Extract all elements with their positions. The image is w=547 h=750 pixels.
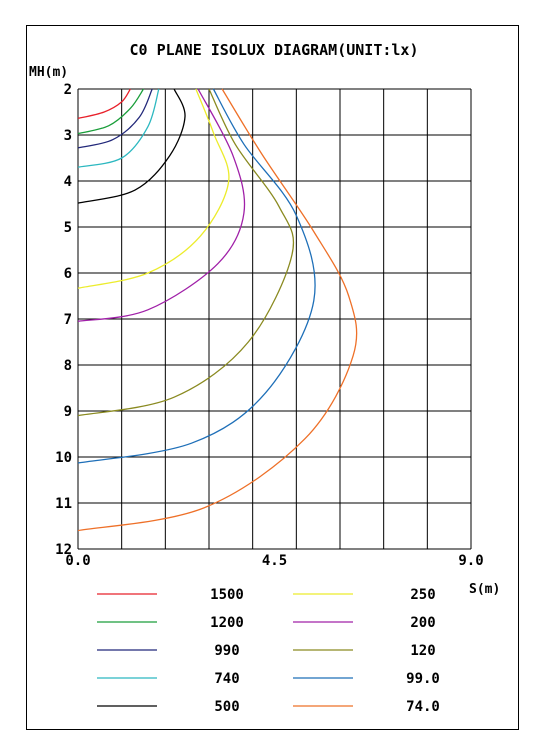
legend-label: 990 [214, 643, 239, 659]
x-tick-label: 9.0 [458, 553, 483, 569]
isolux-curve-500 [77, 88, 186, 204]
legend-item: 120 [293, 643, 436, 659]
legend-item: 740 [97, 671, 240, 687]
y-tick-label: 7 [64, 312, 72, 328]
isolux-curve-74.0 [77, 88, 358, 532]
grid [77, 88, 472, 550]
isolux-curve-120 [77, 88, 295, 417]
isolux-curve-990 [77, 88, 153, 149]
legend-label: 120 [410, 643, 435, 659]
legend-label: 1500 [210, 587, 244, 603]
y-tick-label: 8 [64, 358, 72, 374]
isolux-curve-1500 [77, 88, 131, 120]
isolux-chart: C0 PLANE ISOLUX DIAGRAM(UNIT:lx) MH(m) S… [29, 41, 500, 715]
y-tick-label: 5 [64, 220, 72, 236]
isolux-curve-1200 [77, 88, 145, 135]
chart-title: C0 PLANE ISOLUX DIAGRAM(UNIT:lx) [130, 41, 419, 59]
legend-item: 1500 [97, 587, 244, 603]
legend-label: 1200 [210, 615, 244, 631]
legend-item: 99.0 [293, 671, 440, 687]
x-tick-label: 4.5 [262, 553, 287, 569]
legend-item: 990 [97, 643, 240, 659]
legend: 1500 1200 990 740 500 250 200 120 99.0 74.0 [97, 587, 440, 715]
isolux-curve-740 [77, 88, 160, 168]
legend-item: 74.0 [293, 699, 440, 715]
isolux-curve-200 [77, 88, 246, 322]
chart-frame: C0 PLANE ISOLUX DIAGRAM(UNIT:lx) MH(m) S… [26, 25, 519, 730]
y-tick-label: 2 [64, 82, 72, 98]
legend-label: 250 [410, 587, 435, 603]
isolux-curve-99.0 [77, 88, 316, 464]
legend-label: 99.0 [406, 671, 440, 687]
y-tick-label: 6 [64, 266, 72, 282]
y-tick-label: 3 [64, 128, 72, 144]
y-tick-label: 10 [55, 450, 72, 466]
y-tick-label: 11 [55, 496, 72, 512]
tick-labels: 2 3 4 5 6 7 8 9 10 11 120.0 4.5 9.0 [55, 82, 484, 569]
x-axis-label: S(m) [469, 582, 500, 597]
isolux-curve-250 [77, 88, 230, 289]
y-axis-label: MH(m) [29, 65, 68, 80]
legend-item: 500 [97, 699, 240, 715]
y-tick-label: 9 [64, 404, 72, 420]
legend-label: 200 [410, 615, 435, 631]
y-tick-label: 4 [64, 174, 72, 190]
isolux-curves [77, 88, 358, 532]
legend-label: 500 [214, 699, 239, 715]
x-tick-label: 0.0 [65, 553, 90, 569]
legend-item: 250 [293, 587, 436, 603]
legend-item: 1200 [97, 615, 244, 631]
legend-item: 200 [293, 615, 436, 631]
legend-label: 740 [214, 671, 239, 687]
legend-label: 74.0 [406, 699, 440, 715]
y-tick-label: 12 [55, 542, 72, 558]
